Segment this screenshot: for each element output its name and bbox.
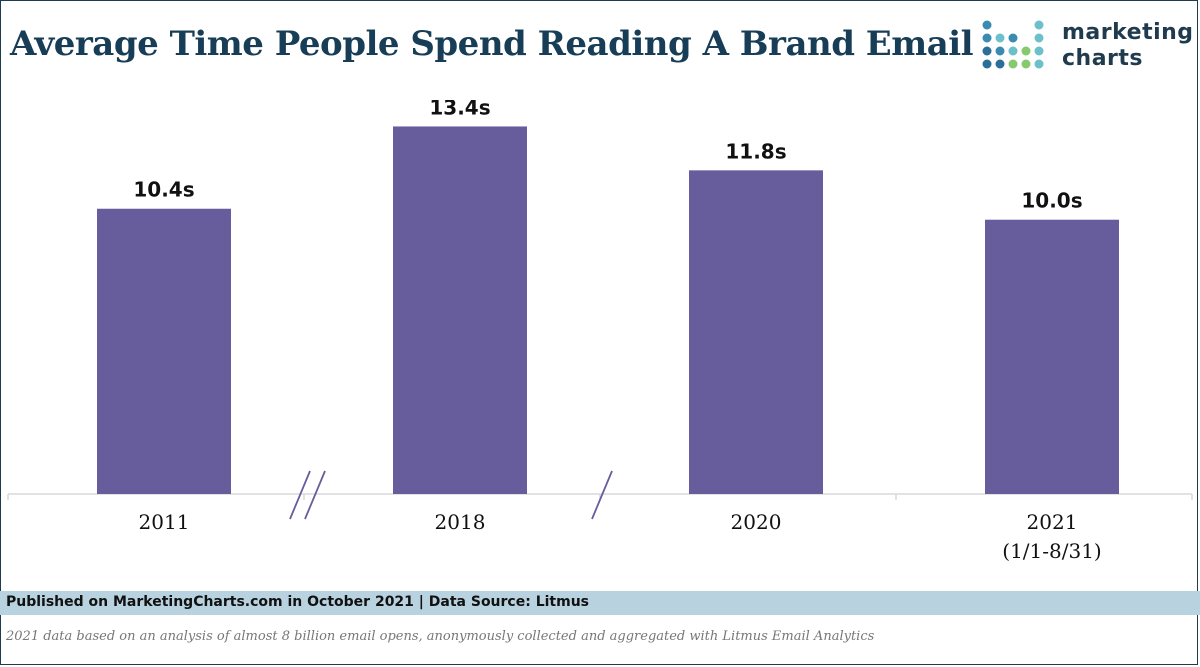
bar-2021: [985, 219, 1119, 494]
x-tick-label: (1/1-8/31): [1002, 539, 1101, 563]
marketingcharts-logo: marketing charts: [980, 18, 1195, 78]
data-label: 11.8s: [725, 139, 786, 163]
bar-chart: 10.4s 2011 13.4s 2018 11.8s 2020 10.0s 2021 (1/1…: [7, 100, 1193, 563]
data-label: 10.4s: [133, 178, 194, 202]
axis-break-mark: [289, 470, 311, 520]
axis-break-mark: [304, 470, 326, 520]
bar-2020: [689, 170, 823, 494]
x-tick-label: 2018: [435, 510, 486, 534]
data-label: 13.4s: [429, 100, 490, 119]
footer-band: Published on MarketingCharts.com in Octo…: [0, 591, 1200, 615]
footer-note: 2021 data based on an analysis of almost…: [6, 629, 875, 644]
data-label: 10.0s: [1021, 189, 1082, 213]
logo-line-1: marketing: [1062, 20, 1194, 45]
x-tick-label: 2020: [731, 510, 782, 534]
x-tick-label: 2021: [1027, 510, 1078, 534]
chart-title: Average Time People Spend Reading A Bran…: [10, 24, 974, 64]
bar-2011: [97, 208, 231, 494]
logo-line-2: charts: [1062, 46, 1144, 71]
x-tick-label: 2011: [139, 510, 190, 534]
logo-dots-icon: [982, 20, 1044, 69]
footer-published: Published on MarketingCharts.com in Octo…: [6, 594, 589, 610]
bar-2018: [393, 126, 527, 494]
axis-break-mark: [591, 470, 613, 520]
